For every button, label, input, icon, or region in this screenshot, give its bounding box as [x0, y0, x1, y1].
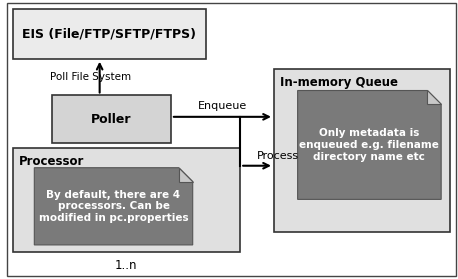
Polygon shape: [34, 168, 193, 245]
Polygon shape: [427, 90, 441, 104]
Bar: [274, 69, 450, 232]
Text: Poll File System: Poll File System: [50, 72, 131, 82]
Polygon shape: [298, 90, 441, 199]
Polygon shape: [179, 168, 193, 182]
Text: Processor: Processor: [18, 155, 84, 168]
Text: Poller: Poller: [91, 113, 132, 126]
Bar: [12, 9, 206, 59]
Bar: [52, 95, 171, 143]
Text: Enqueue: Enqueue: [198, 101, 247, 111]
Text: 1..n: 1..n: [115, 259, 138, 272]
Text: Only metadata is
enqueued e.g. filename
directory name etc: Only metadata is enqueued e.g. filename …: [300, 128, 439, 162]
Text: EIS (File/FTP/SFTP/FTPS): EIS (File/FTP/SFTP/FTPS): [22, 28, 196, 40]
Text: By default, there are 4
processors. Can be
modified in pc.properties: By default, there are 4 processors. Can …: [38, 190, 188, 223]
Bar: [12, 148, 240, 252]
Text: Process: Process: [257, 151, 299, 161]
Text: In-memory Queue: In-memory Queue: [280, 76, 398, 89]
